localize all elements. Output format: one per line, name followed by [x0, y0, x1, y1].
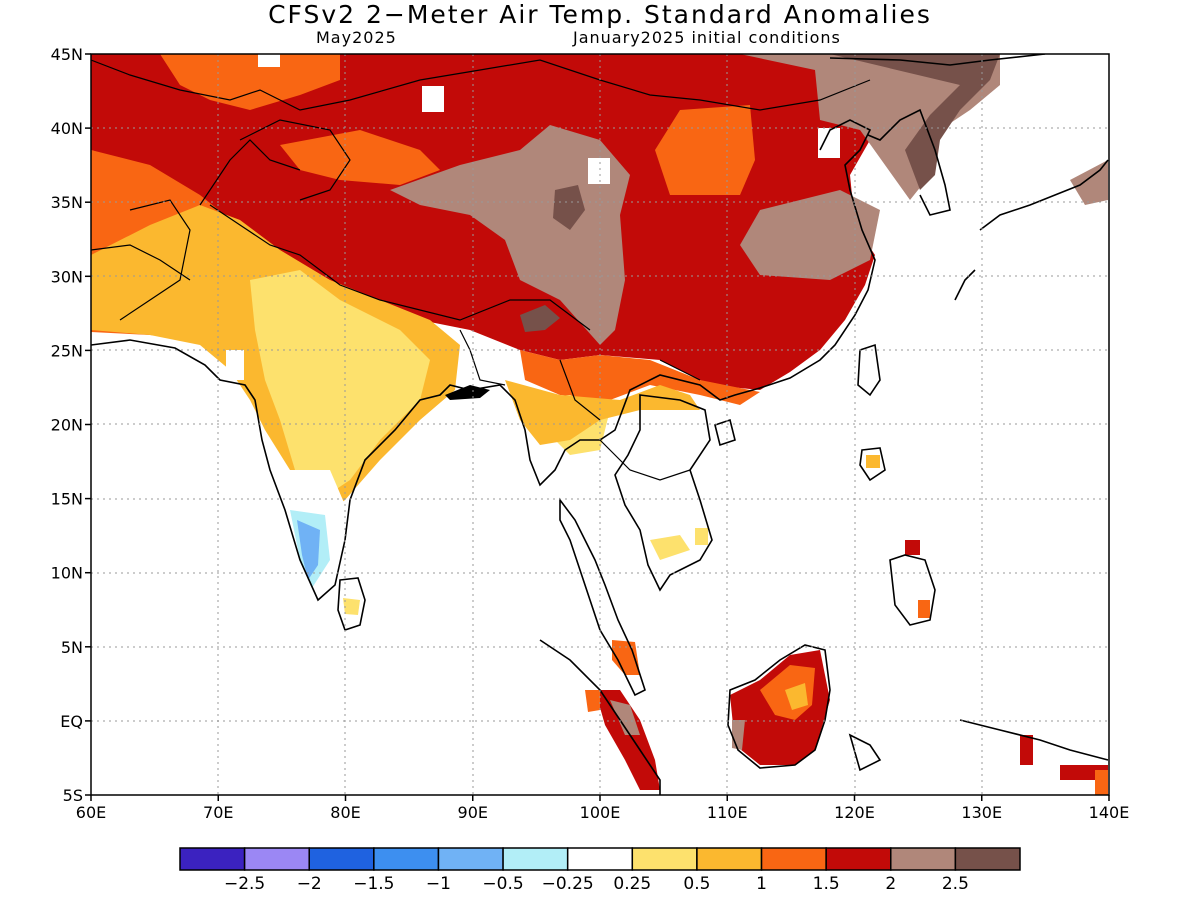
- lat-label: EQ: [60, 712, 83, 731]
- anomaly-region-orange-burma: [520, 350, 760, 405]
- anomaly-region-orange-new-guinea: [1095, 770, 1108, 795]
- anomaly-region-orange-sumatra: [585, 690, 600, 712]
- lat-label: 20N: [51, 416, 83, 435]
- anomaly-region-orange-central: [280, 130, 440, 185]
- neutral-cell: [588, 158, 610, 184]
- lon-label: 120E: [834, 803, 875, 822]
- lon-label: 80E: [330, 803, 360, 822]
- color-legend: −2.5 −2 −1.5 −1 −0.5 −0.25 0.25 0.5 1 1.5 2 2.5: [179, 847, 1021, 894]
- legend-swatch: [954, 847, 1021, 871]
- legend-tick-label: −0.25: [542, 874, 594, 894]
- anomaly-region-dark-red-moluccas: [1020, 735, 1033, 765]
- legend-swatch: [631, 847, 698, 871]
- legend-swatch: [825, 847, 892, 871]
- legend-swatch: [179, 847, 246, 871]
- lat-label: 5N: [61, 638, 83, 657]
- legend-tick-label: −1.5: [353, 874, 394, 894]
- legend-tick-label: −0.5: [482, 874, 523, 894]
- anomaly-region-yellow-india: [250, 270, 430, 500]
- legend-swatch: [890, 847, 957, 871]
- anomaly-region-light-orange-luzon: [866, 455, 880, 468]
- anomaly-region-dark-red-sumatra: [595, 690, 660, 790]
- lon-label: 140E: [1089, 803, 1130, 822]
- neutral-cell: [422, 86, 444, 112]
- longitude-axis: 60E 70E 80E 90E 100E 110E 120E 130E 140E: [76, 795, 1130, 822]
- legend-swatch: [373, 847, 440, 871]
- lon-label: 90E: [458, 803, 488, 822]
- initial-conditions-label: January2025 initial conditions: [573, 28, 841, 47]
- lat-label: 15N: [51, 490, 83, 509]
- lat-label: 25N: [51, 341, 83, 360]
- anomaly-region-light-orange-borneo: [785, 683, 808, 710]
- legend-tick-label: 0.5: [683, 874, 710, 894]
- legend-tick-label: −1: [426, 874, 451, 894]
- anomaly-region-dark-brown-korea: [830, 54, 1000, 190]
- anomaly-region-dark-red-philippines: [905, 540, 920, 555]
- legend-tick-label: 2.5: [942, 874, 969, 894]
- legend-tick-label: 1.5: [813, 874, 840, 894]
- map-title: CFSv2 2−Meter Air Temp. Standard Anomali…: [268, 0, 932, 29]
- anomaly-region-yellow-cambodia: [695, 528, 708, 545]
- anomaly-region-orange-mindanao: [918, 600, 930, 618]
- legend-tick-label: −2: [297, 874, 322, 894]
- legend-swatch: [696, 847, 763, 871]
- neutral-cell: [258, 54, 280, 67]
- legend-tick-label: 0.25: [613, 874, 651, 894]
- lat-label: 35N: [51, 193, 83, 212]
- legend-swatch: [308, 847, 375, 871]
- graticule: [91, 54, 1109, 795]
- legend-tick-label: 2: [885, 874, 896, 894]
- lat-label: 30N: [51, 267, 83, 286]
- lon-label: 130E: [961, 803, 1002, 822]
- anomaly-region-yellow-sri-lanka: [343, 598, 360, 615]
- anomaly-region-dark-brown-myanmar: [520, 305, 560, 332]
- lat-label: 10N: [51, 564, 83, 583]
- legend-swatch: [566, 847, 634, 871]
- bangladesh-coast: [445, 385, 490, 400]
- lon-label: 100E: [580, 803, 621, 822]
- country-borders: [91, 59, 871, 481]
- legend-swatch: [502, 847, 569, 871]
- anomaly-region-yellow-vietnam: [650, 535, 690, 560]
- lat-label: 5S: [63, 786, 83, 805]
- anomaly-field: [91, 54, 1108, 795]
- legend-swatch: [243, 847, 310, 871]
- lat-label: 45N: [51, 45, 83, 64]
- neutral-cell: [226, 350, 244, 380]
- valid-month-label: May2025: [316, 28, 397, 47]
- latitude-axis: 45N 40N 35N 30N 25N 20N 15N 10N 5N EQ 5S: [51, 45, 91, 805]
- anomaly-region-tan-northeast: [740, 54, 1000, 200]
- anomaly-region-tan-tibet: [390, 125, 630, 345]
- lat-label: 40N: [51, 119, 83, 138]
- anomaly-region-light-blue: [297, 520, 320, 580]
- legend-tick-label: 1: [756, 874, 767, 894]
- coastlines: [91, 54, 1109, 795]
- legend-swatch: [760, 847, 827, 871]
- anomaly-region-orange-malaya: [612, 640, 640, 675]
- anomaly-region-orange-north: [160, 54, 340, 110]
- anomaly-region-tan-china: [740, 190, 880, 280]
- legend-tick-label: −2.5: [224, 874, 265, 894]
- lon-label: 60E: [76, 803, 106, 822]
- neutral-cell: [818, 128, 840, 158]
- lon-label: 70E: [203, 803, 233, 822]
- legend-swatch: [437, 847, 504, 871]
- lon-label: 110E: [707, 803, 748, 822]
- anomaly-region-tan-sumatra: [610, 700, 640, 735]
- anomaly-region-dark-brown-tibet: [553, 185, 585, 230]
